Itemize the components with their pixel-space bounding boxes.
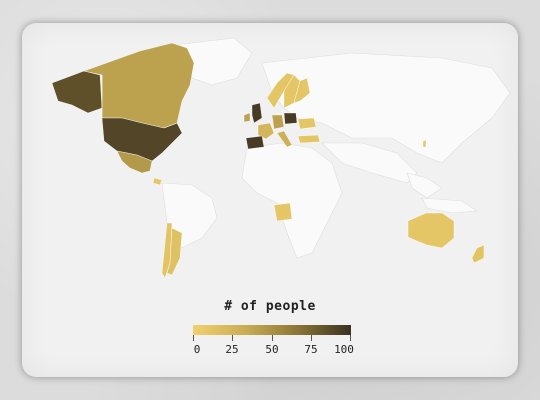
legend-tick-label: 50: [265, 343, 279, 356]
map-card: # of people 0 25 50 75 100: [22, 23, 518, 377]
region-spain[interactable]: [245, 135, 265, 150]
region-germany[interactable]: [271, 114, 285, 130]
region-italy[interactable]: [276, 130, 293, 148]
region-new-zealand[interactable]: [471, 244, 485, 264]
region-taiwan[interactable]: [422, 139, 427, 148]
world-map[interactable]: [22, 23, 518, 377]
region-turkey[interactable]: [297, 134, 321, 144]
region-alaska[interactable]: [51, 70, 103, 114]
region-argentina[interactable]: [166, 227, 183, 276]
legend-tick-mark: [232, 335, 233, 341]
region-ireland[interactable]: [243, 112, 251, 123]
region-ukraine[interactable]: [297, 117, 317, 130]
region-poland[interactable]: [283, 112, 298, 125]
region-finland[interactable]: [293, 77, 311, 104]
legend-tick-mark: [311, 335, 312, 341]
legend-tick-label: 0: [193, 343, 201, 356]
legend-tick-label: 100: [334, 343, 354, 356]
legend-tick-mark: [193, 335, 194, 341]
region-mexico[interactable]: [116, 150, 153, 174]
legend-tick-label: 25: [225, 343, 239, 356]
legend-tick-mark: [350, 335, 351, 341]
legend-color-scale: [193, 325, 351, 335]
region-australia[interactable]: [407, 212, 455, 249]
region-united-kingdom[interactable]: [251, 102, 263, 124]
region-france[interactable]: [257, 122, 275, 140]
legend-title: # of people: [224, 299, 316, 314]
region-angola[interactable]: [273, 202, 293, 222]
borders: [101, 75, 178, 129]
base-land: [161, 37, 511, 259]
region-costa-rica[interactable]: [152, 177, 163, 186]
legend-tick-label: 75: [304, 343, 318, 356]
legend-tick-mark: [272, 335, 273, 341]
